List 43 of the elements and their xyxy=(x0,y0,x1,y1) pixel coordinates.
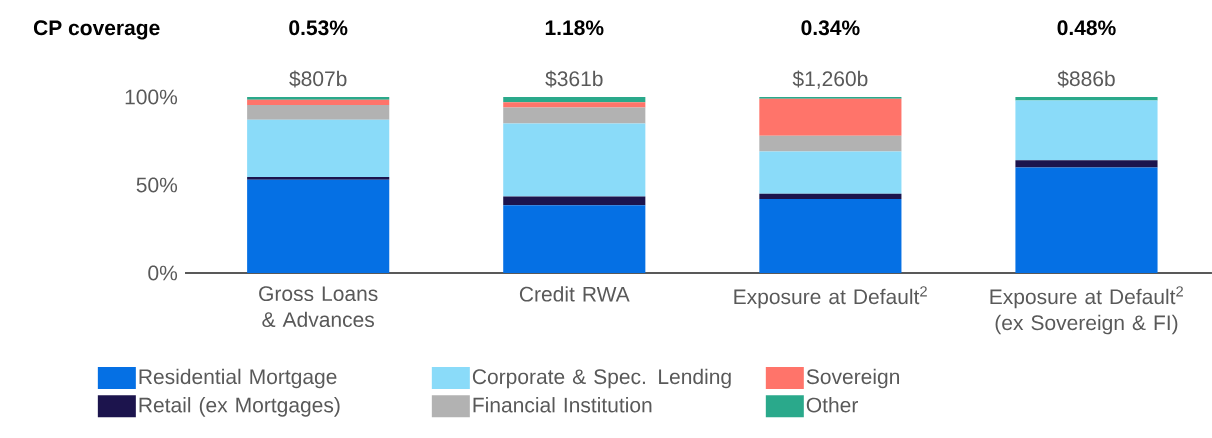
bar xyxy=(247,99,390,105)
legend-label: Sovereign xyxy=(806,368,900,389)
legend-label: Corporate & Spec. Lending xyxy=(472,368,731,389)
x-tick-label: Credit RWA xyxy=(519,286,630,302)
y-tick-label: 50% xyxy=(136,177,178,193)
text: 1.18% xyxy=(545,20,604,36)
text: 0.34% xyxy=(801,20,860,36)
bar xyxy=(503,102,646,108)
legend-label: Financial Institution xyxy=(473,397,652,413)
y-tick-label: 100% xyxy=(125,89,178,105)
bar xyxy=(503,123,646,197)
bar xyxy=(503,96,646,103)
text: CP coverage xyxy=(33,20,160,40)
bar xyxy=(759,135,902,152)
bar xyxy=(759,199,902,273)
legend-label: Residential Mortgage xyxy=(139,368,337,389)
bar xyxy=(759,98,902,136)
text: $361b xyxy=(545,70,603,88)
bar xyxy=(503,205,646,273)
bar xyxy=(503,107,646,124)
bar xyxy=(247,104,390,120)
bar xyxy=(1015,96,1158,101)
bar xyxy=(1015,100,1158,161)
bar xyxy=(247,177,390,180)
legend-label: Other xyxy=(806,397,858,413)
legend-label: Retail (ex Mortgages) xyxy=(139,397,340,417)
bar xyxy=(247,179,390,273)
bar xyxy=(247,119,390,178)
bar xyxy=(759,151,902,194)
text: 0.53% xyxy=(289,20,348,36)
bar xyxy=(759,193,902,200)
bar xyxy=(247,96,390,100)
text: $807b xyxy=(289,70,347,88)
text: 0.48% xyxy=(1057,20,1116,36)
x-tick-label: Exposure at Default$^{2}$ xyxy=(734,286,927,309)
bar xyxy=(1015,160,1158,168)
text: $1,260b xyxy=(792,70,868,89)
x-tick-label: Gross Loans & Advances xyxy=(259,286,378,328)
text: $886b xyxy=(1057,70,1115,88)
bar xyxy=(1015,167,1158,273)
bar xyxy=(503,196,646,206)
y-tick-label: 0% xyxy=(148,265,178,281)
category-label: Exposure at Default$^{2}$ (ex Sovereign & FI) xyxy=(990,286,1183,335)
